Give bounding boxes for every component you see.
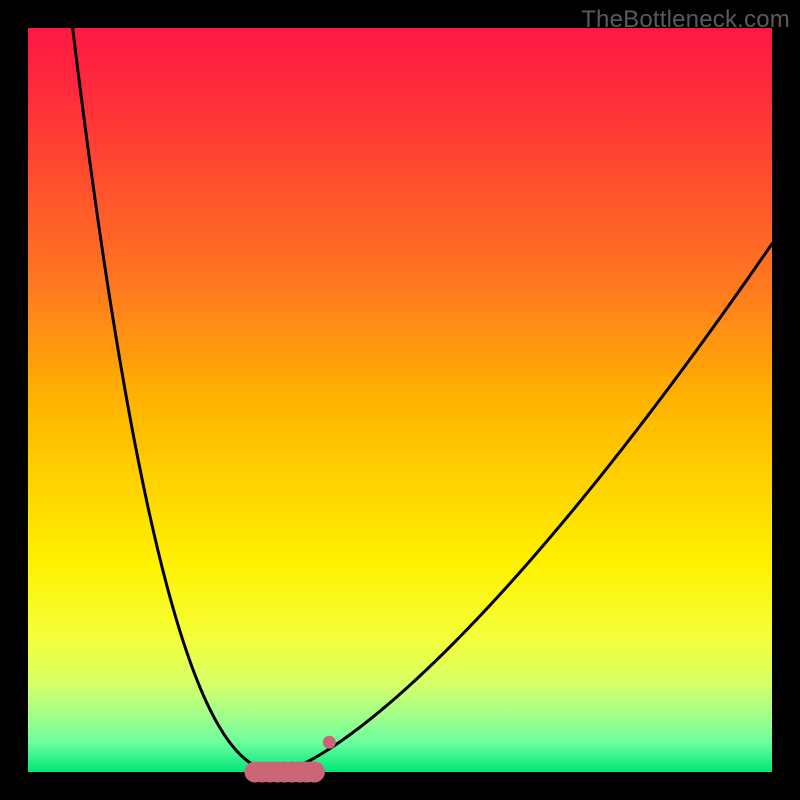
chart-stage: TheBottleneck.com xyxy=(0,0,800,800)
plot-background xyxy=(28,28,772,772)
watermark-text: TheBottleneck.com xyxy=(581,6,790,34)
